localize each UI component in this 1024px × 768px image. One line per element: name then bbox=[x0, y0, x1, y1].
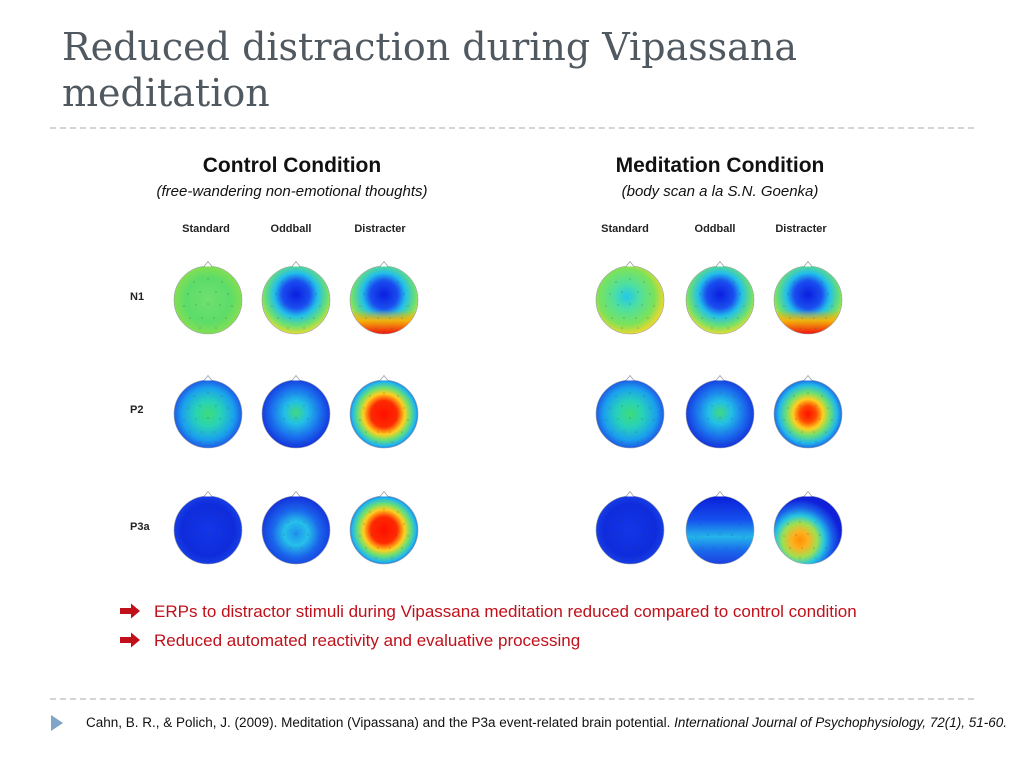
scalp-map-control-p3a-oddball bbox=[261, 491, 331, 565]
row-label: P2 bbox=[130, 404, 144, 416]
key-findings-list: ERPs to distractor stimuli during Vipass… bbox=[118, 600, 918, 658]
column-label: Standard bbox=[601, 223, 649, 235]
title-divider bbox=[50, 127, 974, 129]
scalp-map-meditation-p3a-distracter bbox=[773, 491, 843, 565]
scalp-map-control-n1-oddball bbox=[261, 261, 331, 335]
column-label: Oddball bbox=[694, 223, 736, 235]
finding-item: Reduced automated reactivity and evaluat… bbox=[118, 629, 918, 652]
finding-item: ERPs to distractor stimuli during Vipass… bbox=[118, 600, 918, 623]
scalp-map-control-n1-distracter bbox=[349, 261, 419, 335]
panel-subtitle: (free-wandering non-emotional thoughts) bbox=[156, 183, 428, 200]
scalp-map-meditation-p3a-standard bbox=[595, 491, 665, 565]
scalp-map-meditation-p3a-oddball bbox=[685, 491, 755, 565]
scalp-map-control-p2-distracter bbox=[349, 375, 419, 449]
scalp-map-control-n1-standard bbox=[173, 261, 243, 335]
finding-text: ERPs to distractor stimuli during Vipass… bbox=[154, 602, 857, 621]
right-arrow-icon bbox=[120, 632, 140, 648]
right-arrow-icon bbox=[120, 603, 140, 619]
scalp-map-control-p3a-distracter bbox=[349, 491, 419, 565]
citation-authors: Cahn, B. R., & Polich, J. (2009). Medita… bbox=[86, 715, 671, 730]
scalp-map-meditation-n1-standard bbox=[595, 261, 665, 335]
scalp-map-meditation-n1-distracter bbox=[773, 261, 843, 335]
row-label: P3a bbox=[130, 521, 150, 533]
panel-title: Meditation Condition bbox=[615, 154, 825, 177]
finding-text: Reduced automated reactivity and evaluat… bbox=[154, 631, 581, 650]
panel-title: Control Condition bbox=[202, 154, 382, 177]
triangle-bullet-icon bbox=[51, 715, 63, 731]
control-condition-panel: Control Condition (free-wandering non-em… bbox=[82, 148, 502, 588]
scalp-map-meditation-p2-oddball bbox=[685, 375, 755, 449]
column-label: Distracter bbox=[775, 223, 827, 235]
column-label: Distracter bbox=[354, 223, 406, 235]
column-label: Standard bbox=[182, 223, 230, 235]
citation-journal: International Journal of Psychophysiolog… bbox=[674, 715, 1008, 730]
scalp-map-meditation-n1-oddball bbox=[685, 261, 755, 335]
scalp-map-control-p2-oddball bbox=[261, 375, 331, 449]
scalp-map-control-p2-standard bbox=[173, 375, 243, 449]
meditation-condition-panel: Meditation Condition (body scan a la S.N… bbox=[510, 148, 930, 588]
scalp-map-control-p3a-standard bbox=[173, 491, 243, 565]
footer-divider bbox=[50, 698, 974, 700]
column-label: Oddball bbox=[270, 223, 312, 235]
panel-subtitle: (body scan a la S.N. Goenka) bbox=[621, 183, 819, 200]
citation-text: Cahn, B. R., & Polich, J. (2009). Medita… bbox=[86, 712, 1016, 733]
slide-title: Reduced distraction during Vipassana med… bbox=[62, 25, 797, 115]
scalp-map-meditation-p2-standard bbox=[595, 375, 665, 449]
scalp-map-meditation-p2-distracter bbox=[773, 375, 843, 449]
row-label: N1 bbox=[130, 291, 145, 303]
